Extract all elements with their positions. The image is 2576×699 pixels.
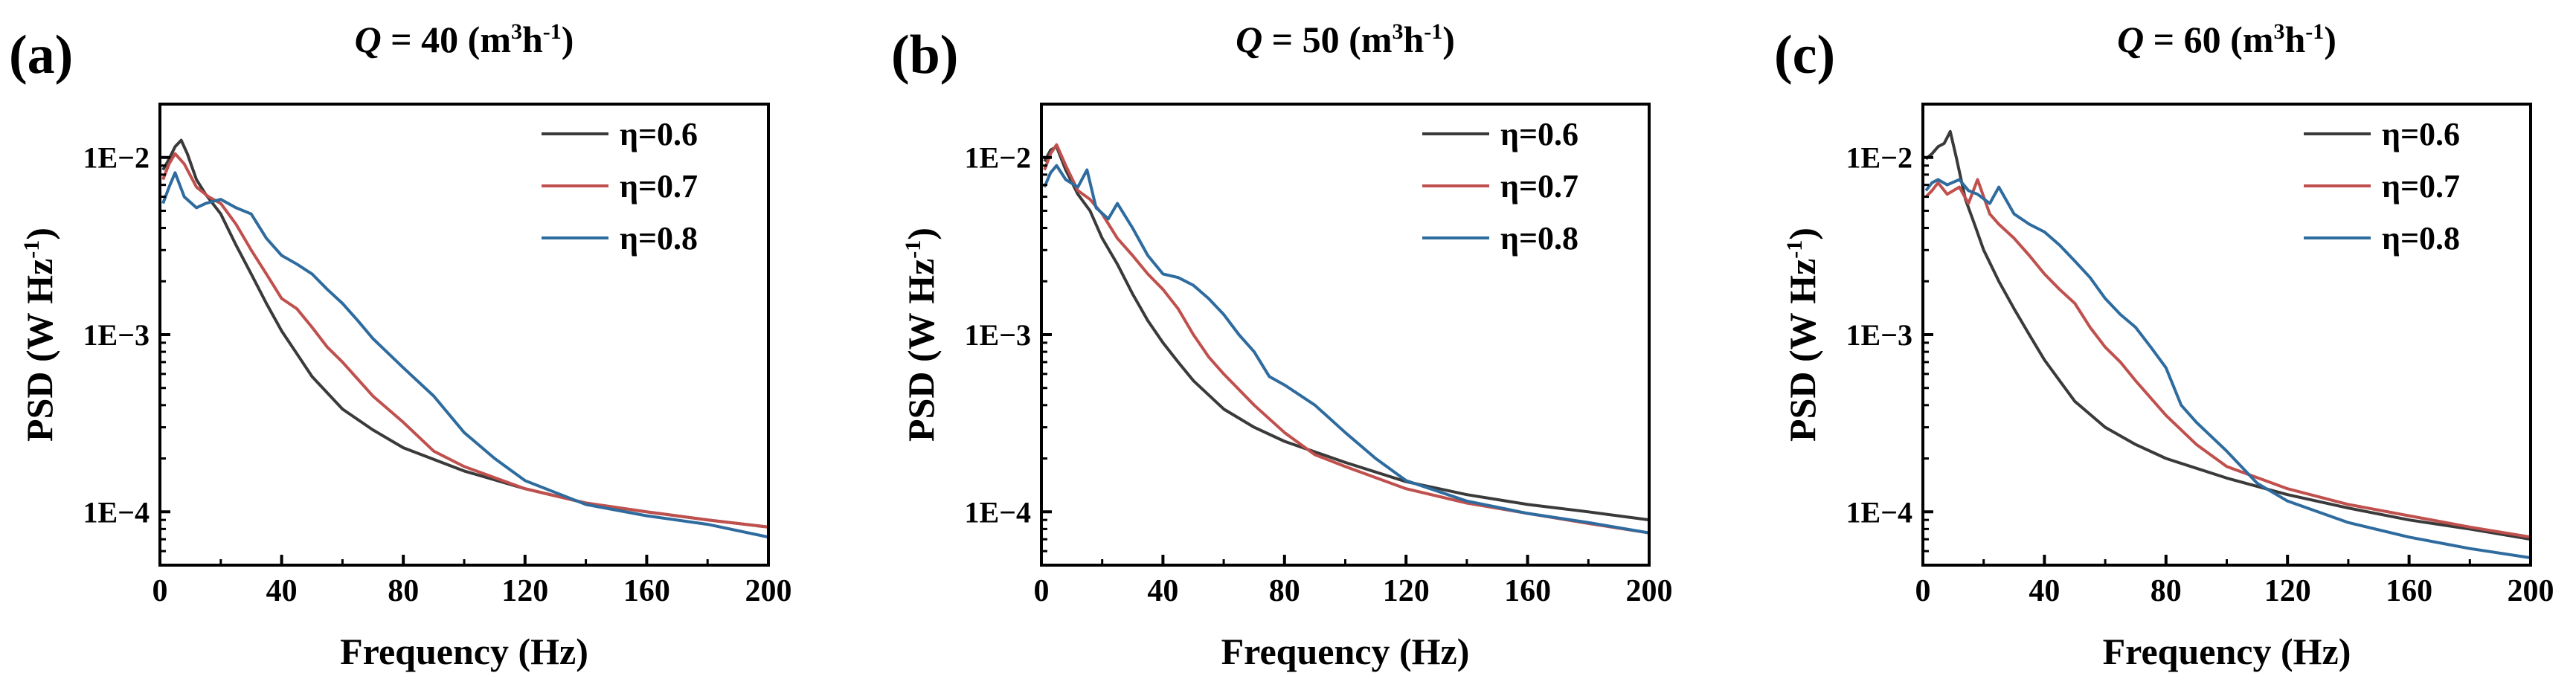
series-line-3 bbox=[1043, 164, 1649, 535]
chart-title: Q = 60 (m3h-1) bbox=[2117, 19, 2336, 60]
x-tick-label: 80 bbox=[1269, 574, 1300, 608]
y-tick-label: 1E−2 bbox=[83, 141, 150, 175]
legend-label-3: η=0.8 bbox=[1500, 220, 1578, 257]
legend: η=0.6 η=0.7 η=0.8 bbox=[1422, 116, 1578, 257]
x-tick-label: 160 bbox=[623, 574, 670, 608]
y-axis-label: PSD (W Hz-1) bbox=[19, 228, 60, 442]
y-axis-label: PSD (W Hz-1) bbox=[900, 228, 942, 442]
x-tick-label: 120 bbox=[2264, 574, 2311, 608]
x-tick-label: 0 bbox=[1034, 574, 1050, 608]
series-line-1 bbox=[1924, 129, 2531, 541]
x-tick-label: 40 bbox=[1147, 574, 1178, 608]
x-tick-label: 40 bbox=[2029, 574, 2060, 608]
x-tick-label: 120 bbox=[501, 574, 548, 608]
plot-area bbox=[161, 138, 768, 539]
panel-label: (b) bbox=[891, 25, 958, 86]
series-line-3 bbox=[161, 171, 768, 539]
legend: η=0.6 η=0.7 η=0.8 bbox=[2304, 116, 2460, 257]
series-line-2 bbox=[1924, 178, 2531, 539]
x-tick-label: 0 bbox=[1915, 574, 1931, 608]
legend-label-3: η=0.8 bbox=[2382, 220, 2460, 257]
y-tick-label: 1E−4 bbox=[83, 495, 150, 529]
y-tick-label: 1E−3 bbox=[83, 318, 150, 352]
y-tick-label: 1E−3 bbox=[965, 318, 1031, 352]
x-tick-label: 40 bbox=[266, 574, 298, 608]
y-tick-label: 1E−2 bbox=[965, 141, 1031, 175]
y-tick-label: 1E−4 bbox=[1846, 495, 1912, 529]
panel-3: 0 40 80 120 160 200 1E−4 1E−3 1E−2 Frequency (Hz)… bbox=[1774, 19, 2554, 672]
x-tick-label: 0 bbox=[152, 574, 168, 608]
y-tick-label: 1E−4 bbox=[965, 495, 1031, 529]
x-axis-label: Frequency (Hz) bbox=[1221, 631, 1470, 672]
legend-label-3: η=0.8 bbox=[620, 220, 698, 257]
x-tick-label: 200 bbox=[1626, 574, 1673, 608]
y-tick-label: 1E−3 bbox=[1846, 318, 1912, 352]
x-axis-label: Frequency (Hz) bbox=[2103, 631, 2351, 672]
panel-2: 0 40 80 120 160 200 1E−4 1E−3 1E−2 Frequency (Hz)… bbox=[891, 19, 1673, 672]
panel-label: (a) bbox=[9, 25, 73, 86]
plot-area bbox=[1043, 143, 1649, 535]
plot-area bbox=[1924, 129, 2531, 560]
legend-label-1: η=0.6 bbox=[620, 116, 698, 152]
x-tick-label: 80 bbox=[2151, 574, 2182, 608]
legend-label-2: η=0.7 bbox=[620, 168, 698, 204]
chart-title: Q = 50 (m3h-1) bbox=[1236, 19, 1455, 60]
legend-label-1: η=0.6 bbox=[1500, 116, 1578, 152]
x-tick-label: 160 bbox=[2386, 574, 2432, 608]
legend-label-1: η=0.6 bbox=[2382, 116, 2460, 152]
chart-title: Q = 40 (m3h-1) bbox=[355, 19, 574, 60]
panel-1: 0 40 80 120 160 200 1E−4 1E−3 1E−2 Frequency (Hz)… bbox=[9, 19, 792, 672]
y-tick-label: 1E−2 bbox=[1846, 141, 1912, 175]
x-tick-label: 160 bbox=[1504, 574, 1551, 608]
panel-label: (c) bbox=[1774, 25, 1835, 86]
series-line-2 bbox=[161, 152, 768, 529]
x-tick-label: 200 bbox=[2508, 574, 2554, 608]
y-axis-label: PSD (W Hz-1) bbox=[1782, 228, 1823, 442]
series-line-3 bbox=[1924, 178, 2531, 560]
legend-label-2: η=0.7 bbox=[1500, 168, 1578, 204]
legend: η=0.6 η=0.7 η=0.8 bbox=[542, 116, 698, 257]
x-tick-label: 200 bbox=[745, 574, 792, 608]
legend-label-2: η=0.7 bbox=[2382, 168, 2460, 204]
x-axis-label: Frequency (Hz) bbox=[340, 631, 588, 672]
x-tick-label: 120 bbox=[1383, 574, 1430, 608]
x-tick-label: 80 bbox=[388, 574, 419, 608]
